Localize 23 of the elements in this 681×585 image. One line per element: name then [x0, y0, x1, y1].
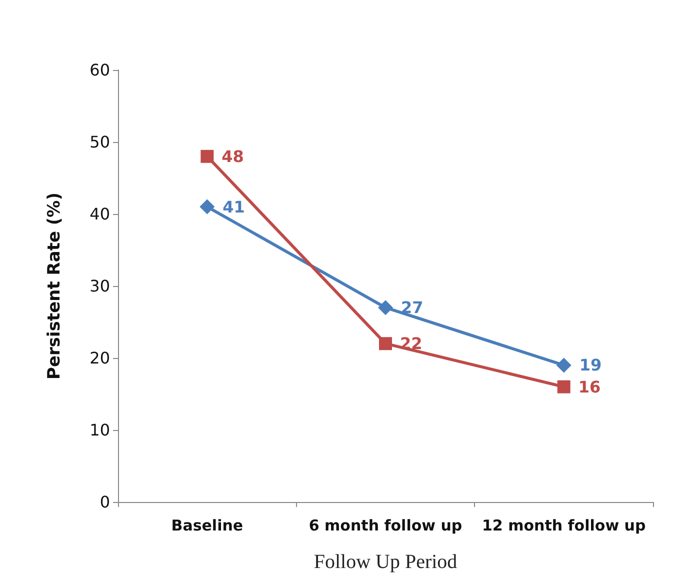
x-axis-title: Follow Up Period [314, 551, 458, 573]
y-tick-label: 30 [90, 276, 110, 296]
y-tick-label: 10 [90, 420, 110, 440]
point [556, 358, 572, 373]
data-label: 27 [401, 298, 424, 318]
point [379, 337, 392, 350]
data-label: 19 [579, 356, 602, 375]
data-label: 48 [222, 146, 244, 166]
y-tick-label: 40 [90, 204, 110, 224]
y-tick-label: 0 [100, 492, 110, 512]
point [378, 300, 393, 316]
point [200, 150, 214, 163]
y-tick-label: 50 [90, 132, 110, 152]
data-label: 16 [578, 377, 601, 396]
y-tick-label: 20 [90, 348, 110, 368]
y-tick-label: 60 [90, 60, 110, 80]
y-axis-title: Persistent Rate (%) [44, 192, 64, 380]
data-label: 41 [222, 197, 245, 216]
x-tick-label: 6 month follow up [308, 516, 462, 534]
point [557, 380, 570, 394]
x-tick-label: Baseline [171, 516, 244, 534]
x-tick-label: 12 month follow up [482, 516, 646, 534]
point [200, 199, 215, 214]
